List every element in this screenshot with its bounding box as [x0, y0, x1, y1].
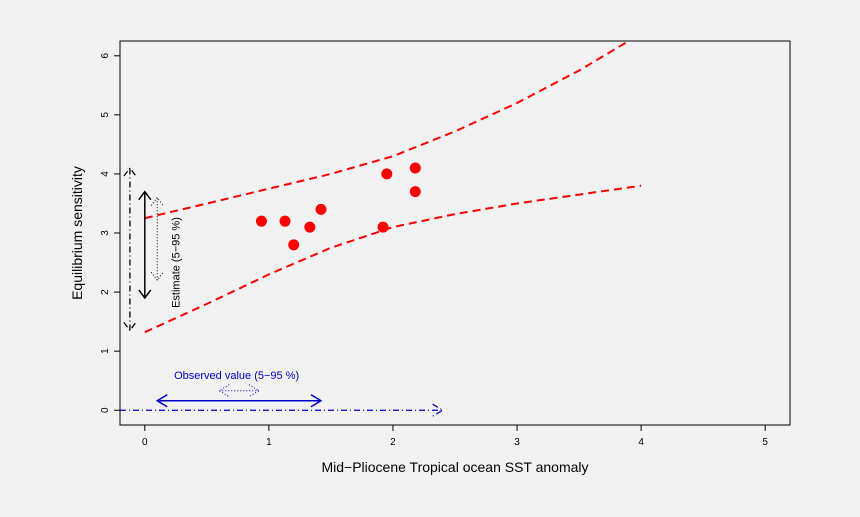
observed-arrow-head	[310, 394, 323, 408]
x-tick-label: 0	[142, 437, 148, 448]
data-point	[315, 203, 327, 215]
x-tick-label: 2	[390, 437, 396, 448]
y-tick-label: 2	[100, 289, 111, 295]
x-tick-label: 1	[266, 437, 272, 448]
y-axis: 0 1 2 3 4 5 6	[100, 53, 120, 413]
x-axis-label: Mid−Pliocene Tropical ocean SST anomaly	[321, 459, 588, 475]
estimate-dashdot-arrow-head	[123, 322, 137, 332]
annotations	[120, 166, 444, 417]
y-axis-label: Equilibrium sensitivity	[69, 166, 85, 300]
y-tick-label: 0	[100, 407, 111, 413]
confidence-bands	[144, 41, 642, 334]
y-tick-label: 4	[100, 171, 111, 177]
y-tick-label: 3	[100, 230, 111, 236]
data-point	[409, 162, 421, 174]
data-point	[409, 186, 421, 198]
observed-label: Observed value (5−95 %)	[174, 370, 299, 382]
x-tick-label: 3	[514, 437, 520, 448]
observed-arrow-head	[155, 394, 168, 408]
lower-band-line	[144, 184, 642, 334]
data-points	[255, 162, 421, 251]
estimate-arrow-head	[138, 190, 152, 201]
data-point	[377, 221, 389, 233]
estimate-label: Estimate (5−95 %)	[171, 217, 183, 308]
y-tick-label: 1	[100, 348, 111, 354]
upper-band-line	[144, 41, 630, 220]
y-tick-label: 5	[100, 112, 111, 118]
observed-dotted-arrow-head	[248, 384, 260, 398]
x-tick-label: 5	[762, 437, 768, 448]
x-axis: 0 1 2 3 4 5	[142, 425, 768, 448]
estimate-dotted-arrow-head	[150, 271, 164, 282]
data-point	[288, 239, 300, 251]
plot-frame	[119, 40, 791, 426]
y-tick-label: 6	[100, 53, 111, 59]
data-point	[381, 168, 393, 180]
data-point	[255, 215, 267, 227]
observed-dashdot-arrow-head	[432, 403, 444, 417]
estimate-arrow-head	[138, 289, 152, 300]
observed-dotted-arrow-head	[218, 384, 230, 398]
data-point	[279, 215, 291, 227]
x-tick-label: 4	[638, 437, 644, 448]
estimate-dotted-arrow-head	[150, 196, 164, 206]
estimate-dashdot-arrow-head	[123, 166, 137, 177]
data-point	[304, 221, 316, 233]
